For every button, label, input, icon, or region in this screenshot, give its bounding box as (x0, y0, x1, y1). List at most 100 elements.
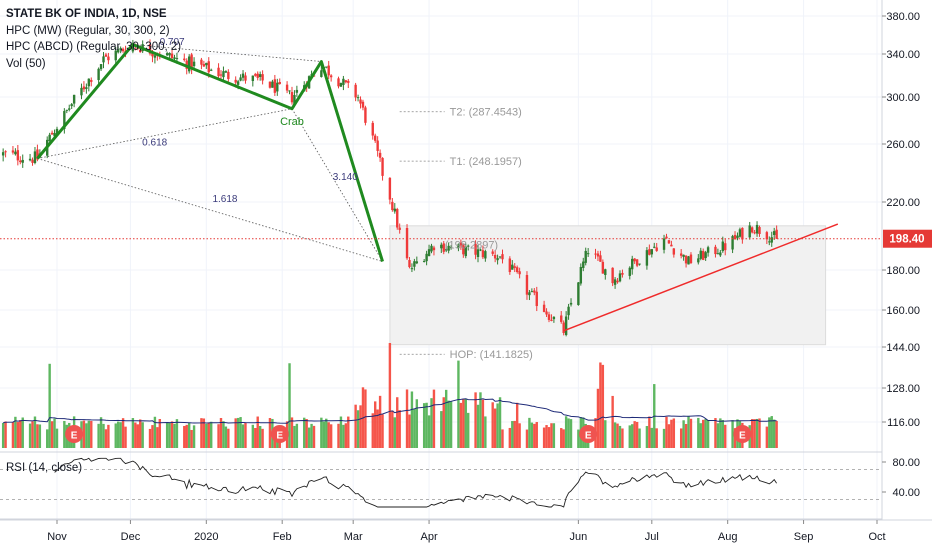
candle-body-75 (258, 74, 262, 77)
candle-body-0 (1, 152, 5, 156)
candle-body-180 (618, 273, 622, 282)
volume-bar-138 (476, 404, 480, 448)
candle-body-124 (427, 249, 431, 257)
candle-body-202 (697, 258, 700, 263)
candle-body-123 (425, 253, 428, 262)
candle-body-7 (28, 158, 32, 161)
candle-body-56 (192, 61, 196, 67)
candle-body-99 (342, 78, 345, 85)
candle-body-44 (153, 55, 157, 58)
volume-bar-185 (635, 421, 639, 448)
pattern-ratio-2: 1.618 (212, 194, 237, 205)
candle-body-138 (476, 249, 480, 257)
legend-symbol[interactable]: STATE BK OF INDIA, 1D, NSE (6, 8, 167, 20)
rsi-tick-label-1: 40.00 (892, 487, 920, 499)
volume-bar-41 (141, 422, 144, 448)
candle-body-126 (432, 247, 436, 251)
candle-body-108 (374, 135, 377, 141)
volume-bar-195 (670, 419, 673, 448)
candle-body-28 (99, 64, 103, 70)
candle-body-132 (457, 244, 460, 249)
volume-bar-102 (354, 404, 357, 448)
volume-bar-100 (344, 423, 348, 448)
volume-bar-86 (295, 423, 299, 448)
candle-body-79 (273, 79, 277, 93)
candle-body-65 (224, 71, 228, 73)
candle-body-225 (772, 231, 776, 235)
candle-body-62 (217, 67, 220, 77)
volume-bar-121 (415, 399, 419, 448)
legend-hpc-abcd[interactable]: HPC (ABCD) (Regular, 30, 300, 2) (6, 41, 182, 53)
rsi-line (54, 457, 777, 508)
legend-hpc-mw[interactable]: HPC (MW) (Regular, 30, 300, 2) (6, 24, 170, 37)
volume-bar-59 (205, 423, 208, 448)
volume-bar-75 (258, 426, 262, 448)
time-tick-label-7: Jul (645, 531, 659, 543)
candle-body-176 (604, 269, 607, 275)
volume-bar-83 (288, 363, 291, 448)
candle-body-163 (562, 322, 565, 333)
candle-body-60 (207, 61, 210, 73)
candle-body-116 (398, 227, 401, 230)
candle-body-94 (325, 66, 328, 68)
volume-bar-140 (481, 399, 485, 448)
candle-body-6 (21, 159, 24, 163)
candle-body-179 (616, 280, 619, 283)
candle-body-159 (547, 314, 551, 320)
rsi-label[interactable]: RSI (14, close) (6, 462, 82, 474)
volume-bar-224 (770, 416, 773, 448)
candle-body-95 (327, 65, 330, 76)
candle-body-125 (430, 245, 433, 252)
volume-bar-147 (508, 427, 512, 448)
volume-bar-207 (714, 418, 717, 448)
candle-body-187 (645, 250, 649, 266)
candle-body-162 (560, 315, 563, 322)
candle-body-166 (569, 302, 573, 305)
candle-body-185 (635, 259, 639, 266)
candle-body-147 (508, 258, 512, 273)
candle-body-199 (684, 255, 688, 264)
volume-bar-132 (457, 360, 460, 448)
candle-body-178 (613, 279, 617, 285)
candle-body-50 (173, 57, 176, 59)
earnings-marker-1 (270, 425, 289, 443)
candle-body-149 (513, 266, 516, 268)
volume-bar-72 (251, 424, 255, 448)
candle-body-222 (765, 232, 769, 240)
candle-body-133 (459, 242, 463, 246)
candle-body-57 (200, 59, 203, 65)
volume-bar-61 (210, 421, 213, 448)
volume-bar-10 (36, 424, 39, 448)
candle-body-66 (227, 71, 230, 79)
volume-bar-34 (119, 422, 122, 448)
volume-bar-44 (153, 416, 157, 448)
candle-body-39 (136, 47, 139, 49)
candle-body-145 (498, 256, 502, 258)
candle-body-51 (175, 58, 179, 60)
volume-bar-30 (104, 429, 108, 448)
ratio-line-xd (37, 158, 383, 262)
candle-body-35 (121, 48, 125, 52)
volume-bar-57 (200, 418, 203, 448)
volume-bar-165 (567, 418, 570, 448)
volume-bar-146 (501, 429, 504, 448)
volume-bar-161 (552, 423, 556, 448)
volume-bar-66 (227, 428, 230, 448)
candle-body-197 (679, 253, 683, 256)
candle-body-177 (611, 267, 614, 284)
candle-body-112 (388, 177, 392, 200)
volume-bar-6 (21, 417, 24, 448)
time-tick-label-5: Apr (420, 531, 437, 543)
volume-bar-8 (31, 421, 34, 448)
last-price-badge-label: 198.40 (889, 234, 924, 246)
candle-body-146 (501, 254, 504, 260)
candle-body-165 (567, 306, 570, 316)
candle-body-3 (14, 151, 17, 155)
volume-bar-182 (628, 425, 631, 448)
candle-body-221 (758, 227, 761, 235)
legend-volume[interactable]: Vol (50) (6, 57, 46, 70)
volume-bar-155 (533, 423, 536, 448)
candle-body-81 (278, 81, 281, 84)
volume-bar-178 (613, 422, 617, 448)
